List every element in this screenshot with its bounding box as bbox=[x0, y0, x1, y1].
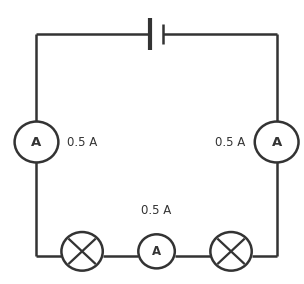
Circle shape bbox=[255, 122, 299, 162]
Circle shape bbox=[15, 122, 58, 162]
Text: 0.5 A: 0.5 A bbox=[141, 204, 172, 217]
Circle shape bbox=[138, 234, 175, 268]
Text: A: A bbox=[271, 135, 282, 149]
Text: 0.5 A: 0.5 A bbox=[67, 135, 98, 149]
Text: A: A bbox=[152, 245, 161, 258]
Text: A: A bbox=[31, 135, 42, 149]
Text: 0.5 A: 0.5 A bbox=[215, 135, 246, 149]
Circle shape bbox=[61, 232, 103, 271]
Circle shape bbox=[210, 232, 252, 271]
